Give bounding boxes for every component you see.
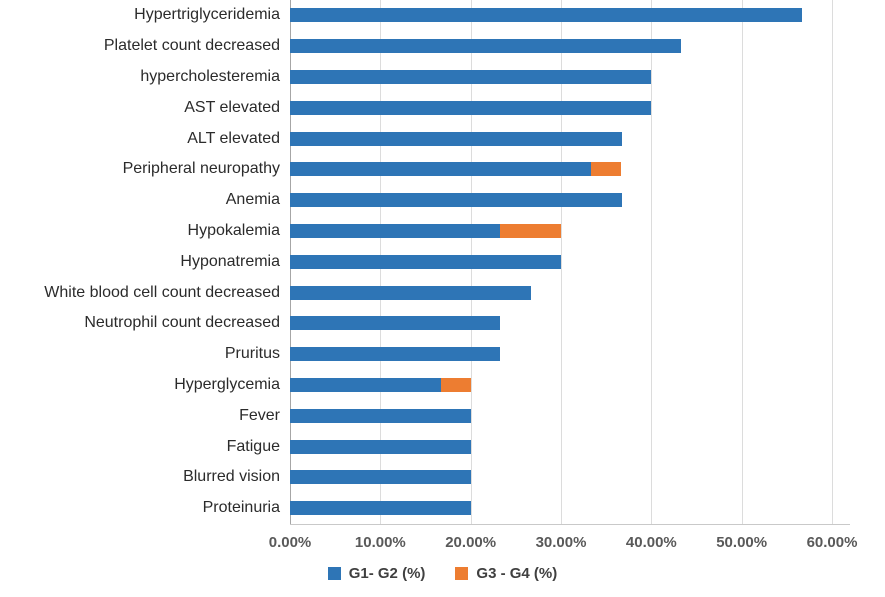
x-axis-tick-labels: 0.00% 10.00% 20.00% 30.00% 40.00% 50.00% 60.00… [269, 534, 858, 554]
chart-rows: Hypertriglyceridemia Platelet count decre… [0, 0, 885, 524]
chart-row: Anemia [0, 185, 885, 216]
category-label: AST elevated [184, 98, 280, 116]
bar-track [290, 431, 832, 462]
bar-segment-g1-g2 [290, 501, 471, 516]
x-axis-tick-label: 50.00% [716, 534, 768, 551]
bar-track [290, 400, 832, 431]
category-label: Fatigue [226, 437, 280, 455]
x-axis-tick-label: 30.00% [535, 534, 587, 551]
chart-row: Hypertriglyceridemia [0, 0, 885, 31]
x-axis-tick-label: 0.00% [268, 534, 312, 551]
category-label: Anemia [225, 191, 280, 209]
legend-swatch-g1-g2 [327, 567, 341, 580]
bar-segment-g1-g2 [290, 39, 682, 54]
chart-row: Hyponatremia [0, 246, 885, 277]
chart-row: Fatigue [0, 431, 885, 462]
gridline [832, 0, 833, 524]
legend-label: G1- G2 (%) [348, 565, 426, 582]
chart-row: Peripheral neuropathy [0, 154, 885, 185]
category-label: Neutrophil count decreased [84, 314, 280, 332]
x-axis-line [290, 524, 850, 525]
chart-row: Blurred vision [0, 462, 885, 493]
category-label: ALT elevated [187, 129, 280, 147]
bar-segment-g1-g2 [290, 8, 803, 23]
bar-track [290, 277, 832, 308]
category-label: Hyponatremia [180, 252, 280, 270]
category-label: Platelet count decreased [103, 37, 280, 55]
category-label: Hypokalemia [187, 221, 280, 239]
bar-segment-g1-g2 [290, 69, 652, 84]
chart-legend: G1- G2 (%) G3 - G4 (%) [0, 565, 885, 582]
gridline [651, 0, 653, 524]
bar-segment-g1-g2 [290, 223, 501, 238]
legend-item: G3 - G4 (%) [455, 565, 557, 582]
bar-track [290, 493, 832, 524]
bar-segment-g1-g2 [290, 162, 591, 177]
bar-segment-g3-g4 [500, 223, 561, 238]
x-axis-tick-label: 20.00% [445, 534, 497, 551]
bar-segment-g1-g2 [290, 316, 501, 331]
bar-segment-g1-g2 [290, 254, 561, 269]
bar-track [290, 0, 832, 31]
bar-track [290, 123, 832, 154]
category-label: White blood cell count decreased [44, 283, 280, 301]
chart-row: hypercholesteremia [0, 62, 885, 93]
bar-track [290, 246, 832, 277]
bar-track [290, 154, 832, 185]
bar-track [290, 31, 832, 62]
bar-track [290, 216, 832, 247]
bar-track [290, 62, 832, 93]
category-label: Peripheral neuropathy [122, 160, 280, 178]
chart-row: White blood cell count decreased [0, 277, 885, 308]
category-label: Blurred vision [183, 468, 280, 486]
chart-row: Proteinuria [0, 493, 885, 524]
x-axis-tick-label: 40.00% [625, 534, 677, 551]
category-label: Hypertriglyceridemia [134, 6, 280, 24]
bar-segment-g3-g4 [590, 162, 621, 177]
gridline [561, 0, 562, 524]
bar-track [290, 185, 832, 216]
bar-track [290, 462, 832, 493]
bar-track [290, 308, 832, 339]
bar-segment-g1-g2 [290, 377, 441, 392]
bar-segment-g1-g2 [290, 131, 622, 146]
legend-swatch-g3-g4 [455, 567, 469, 580]
x-axis-tick-label: 60.00% [806, 534, 858, 551]
chart-row: Platelet count decreased [0, 31, 885, 62]
chart-row: AST elevated [0, 92, 885, 123]
gridline [741, 0, 743, 524]
category-label: Fever [239, 406, 280, 424]
chart-row: Fever [0, 400, 885, 431]
chart-row: ALT elevated [0, 123, 885, 154]
category-label: Pruritus [224, 345, 280, 363]
x-axis-tick-label: 10.00% [354, 534, 406, 551]
bar-segment-g1-g2 [290, 100, 652, 115]
bar-segment-g1-g2 [290, 408, 471, 423]
chart-row: Hyperglycemia [0, 370, 885, 401]
bar-segment-g1-g2 [290, 193, 622, 208]
bar-track [290, 370, 832, 401]
legend-item: G1- G2 (%) [327, 565, 426, 582]
category-label: hypercholesteremia [140, 67, 280, 85]
category-label: Hyperglycemia [174, 375, 280, 393]
bar-segment-g3-g4 [440, 377, 471, 392]
bar-track [290, 339, 832, 370]
chart-row: Pruritus [0, 339, 885, 370]
chart-row: Hypokalemia [0, 216, 885, 247]
category-label: Proteinuria [202, 499, 280, 517]
bar-segment-g1-g2 [290, 439, 471, 454]
bar-segment-g1-g2 [290, 285, 532, 300]
legend-label: G3 - G4 (%) [476, 565, 558, 582]
chart-row: Neutrophil count decreased [0, 308, 885, 339]
bar-segment-g1-g2 [290, 470, 471, 485]
bar-track [290, 92, 832, 123]
bar-segment-g1-g2 [290, 347, 501, 362]
